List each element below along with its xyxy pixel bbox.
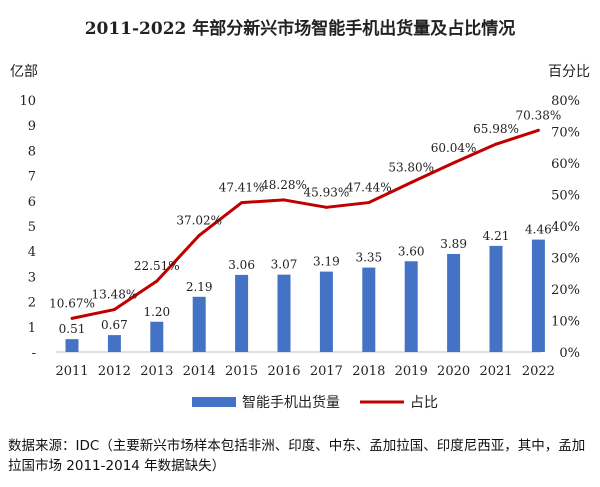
x-tick-label: 2012 [98, 364, 131, 379]
bar-value-label: 3.89 [440, 237, 467, 251]
share-value-label: 13.48% [92, 288, 138, 302]
share-point [324, 205, 328, 209]
left-tick-label: - [32, 346, 36, 361]
x-tick-label: 2017 [310, 364, 343, 379]
share-point [452, 161, 456, 165]
x-tick-label: 2018 [352, 364, 385, 379]
legend-bar-label: 智能手机出货量 [242, 394, 340, 411]
share-point [70, 316, 74, 320]
share-point [367, 201, 371, 205]
bar-value-label: 0.67 [101, 318, 128, 332]
share-point [409, 181, 413, 185]
x-tick-label: 2020 [437, 364, 470, 379]
left-tick-label: 7 [28, 170, 36, 185]
right-tick-label: 70% [551, 126, 580, 141]
right-tick-label: 10% [551, 315, 580, 330]
right-tick-group: 0% 10% 20% 30% 40% 50% 60% 70% 80% [551, 94, 580, 361]
share-value-label: 47.41% [219, 181, 265, 195]
left-tick-label: 6 [28, 195, 36, 210]
share-value-label: 70.38% [516, 108, 562, 122]
chart-title: 2011-2022 年部分新兴市场智能手机出货量及占比情况 [84, 19, 516, 39]
right-tick-label: 60% [551, 157, 580, 172]
legend-line-label: 占比 [410, 395, 438, 411]
left-tick-label: 4 [28, 245, 36, 260]
left-tick-label: 1 [28, 321, 36, 336]
share-point [197, 233, 201, 237]
bar [447, 253, 461, 352]
bar-value-label: 4.46 [525, 223, 552, 237]
left-tick-label: 9 [28, 119, 36, 134]
bar-value-label: 3.06 [228, 258, 255, 272]
share-value-label: 10.67% [49, 296, 95, 310]
x-tick-label: 2014 [183, 364, 216, 379]
right-axis-label: 百分比 [548, 64, 590, 80]
left-tick-label: 8 [28, 144, 36, 159]
share-point [155, 279, 159, 283]
bar-group [65, 239, 545, 352]
share-point [240, 201, 244, 205]
bar [107, 335, 121, 352]
left-tick-label: 3 [28, 270, 36, 285]
bar-value-label: 0.51 [59, 322, 86, 336]
bar-value-label: 4.21 [483, 229, 510, 243]
share-value-label: 53.80% [388, 161, 434, 175]
bar-value-label: 1.20 [143, 305, 170, 319]
left-tick-label: 10 [19, 94, 36, 109]
x-tick-label: 2015 [225, 364, 258, 379]
left-tick-label: 2 [28, 296, 36, 311]
right-tick-label: 80% [551, 94, 580, 109]
share-point [536, 128, 540, 132]
source-note: 数据来源：IDC（主要新兴市场样本包括非洲、印度、中东、孟加拉国、印度尼西亚，其… [8, 438, 586, 474]
bar [235, 274, 249, 352]
bar [277, 274, 291, 352]
share-value-label: 37.02% [176, 213, 222, 227]
right-tick-label: 20% [551, 283, 580, 298]
bar [319, 271, 333, 352]
x-tick-label: 2019 [395, 364, 428, 379]
share-line [71, 128, 539, 320]
share-label-group: 10.67%13.48% 22.51% 37.02% 47.41%48.28%45.9… [49, 108, 561, 310]
bar [362, 267, 376, 352]
bar [404, 261, 418, 352]
bar-value-label: 3.07 [271, 258, 298, 272]
x-tick-label: 2011 [55, 364, 88, 379]
x-tick-group: 2011 2012 2013 2014 2015 2016 2017 2018 2019 2020… [55, 364, 554, 379]
x-tick-label: 2022 [522, 364, 555, 379]
bar [65, 339, 79, 352]
bar-value-label: 3.35 [355, 251, 382, 265]
share-point [494, 142, 498, 146]
bar-value-label: 3.60 [398, 244, 425, 258]
share-value-label: 48.28% [261, 178, 307, 192]
left-axis-label: 亿部 [10, 64, 38, 80]
share-line-group [70, 128, 540, 320]
x-tick-label: 2013 [140, 364, 173, 379]
bar-value-label: 2.19 [186, 280, 213, 294]
share-point [282, 198, 286, 202]
share-value-label: 60.04% [431, 141, 477, 155]
right-tick-label: 40% [551, 220, 580, 235]
left-tick-group: - 1 2 3 4 5 6 7 8 9 10 [19, 94, 36, 361]
bar [150, 321, 164, 352]
share-value-label: 22.51% [134, 259, 180, 273]
left-tick-label: 5 [28, 220, 36, 235]
right-tick-label: 50% [551, 189, 580, 204]
bar-label-group: 0.51 0.67 1.20 2.19 3.06 3.07 3.19 3.35 3.60 3.89… [59, 223, 552, 337]
bar [531, 239, 545, 352]
share-point [112, 308, 116, 312]
share-value-label: 47.44% [346, 181, 392, 195]
x-tick-label: 2016 [267, 364, 300, 379]
legend: 智能手机出货量 占比 [192, 394, 438, 411]
bar [192, 296, 206, 352]
x-tick-label: 2021 [479, 364, 512, 379]
right-tick-label: 30% [551, 252, 580, 267]
share-value-label: 65.98% [473, 122, 519, 136]
bar-value-label: 3.19 [313, 255, 340, 269]
legend-bar-swatch [192, 397, 236, 407]
share-value-label: 45.93% [304, 185, 350, 199]
right-tick-label: 0% [559, 346, 580, 361]
bar [489, 245, 503, 352]
